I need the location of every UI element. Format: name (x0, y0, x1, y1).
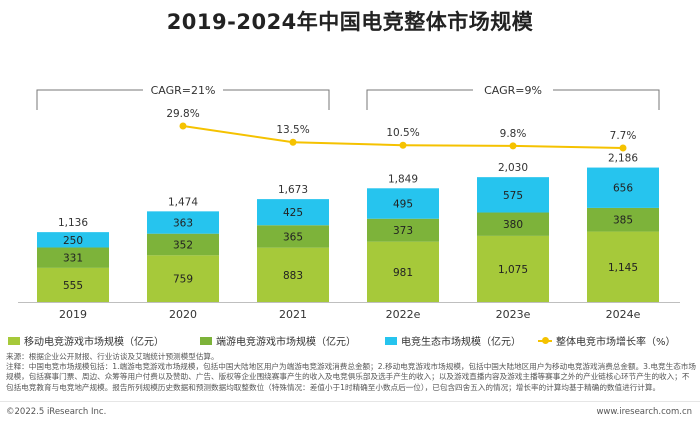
bar-segment-2020-s2 (147, 211, 219, 234)
growth-point-2022e (399, 141, 407, 149)
legend-item-ecosystem: 电竞生态市场规模（亿元） (385, 333, 521, 348)
footer-divider (0, 401, 700, 402)
legend-label-pc: 端游电竞游戏市场规模（亿元） (216, 337, 356, 348)
legend-label-ecosystem: 电竞生态市场规模（亿元） (401, 337, 521, 348)
bar-segment-2024e-s2 (587, 167, 659, 208)
cagr-bracket-0 (36, 89, 330, 110)
bar-segment-2021-s0 (257, 247, 329, 302)
legend-item-growth: 整体电竞市场增长率（%） (538, 333, 676, 348)
x-tick-label-2023e: 2023e (496, 308, 531, 321)
bar-segment-2022e-s1 (367, 218, 439, 242)
bar-value-label-2020-s1: 352 (173, 239, 193, 251)
bar-segment-2019-s2 (37, 232, 109, 248)
bar-total-label-2024e: 2,186 (608, 153, 638, 165)
bar-value-label-2022e-s2: 495 (393, 199, 413, 211)
x-tick-label-2019: 2019 (59, 308, 87, 321)
bar-total-label-2023e: 2,030 (498, 162, 528, 174)
cagr-label-1: CAGR=9% (484, 84, 542, 97)
cagr-bracket-1 (366, 89, 660, 110)
cagr-label-0: CAGR=21% (151, 84, 216, 97)
bar-segment-2020-s1 (147, 233, 219, 256)
legend-label-mobile: 移动电竞游戏市场规模（亿元） (24, 337, 164, 348)
bar-segment-2024e-s0 (587, 231, 659, 302)
chart-title: 2019-2024年中国电竞整体市场规模 (166, 10, 534, 34)
x-tick-label-2020: 2020 (169, 308, 197, 321)
bar-value-label-2024e-s2: 656 (613, 183, 633, 195)
bar-total-label-2022e: 1,849 (388, 173, 418, 185)
growth-point-2024e (619, 144, 627, 152)
bar-segment-2022e-s2 (367, 188, 439, 219)
bar-value-label-2022e-s0: 981 (393, 267, 413, 279)
legend-swatch-ecosystem (385, 336, 397, 345)
bar-segment-2023e-s1 (477, 212, 549, 236)
growth-point-2020 (179, 122, 187, 130)
legend-swatch-mobile (8, 336, 20, 345)
copyright: ©2022.5 iResearch Inc. (6, 407, 107, 417)
bar-value-label-2020-s2: 363 (173, 218, 193, 230)
bar-value-label-2024e-s0: 1,145 (608, 262, 638, 274)
bar-total-label-2019: 1,136 (58, 217, 88, 229)
bar-value-label-2019-s0: 555 (63, 280, 83, 292)
bar-segment-2021-s2 (257, 199, 329, 226)
legend: 移动电竞游戏市场规模（亿元） 端游电竞游戏市场规模（亿元） 电竞生态市场规模（亿… (0, 333, 700, 349)
bar-segment-2024e-s1 (587, 207, 659, 232)
site-url: www.iresearch.com.cn (596, 407, 692, 417)
bar-value-label-2019-s1: 331 (63, 253, 83, 265)
bar-value-label-2023e-s0: 1,075 (498, 264, 528, 276)
bar-segment-2021-s1 (257, 225, 329, 248)
x-tick-label-2021: 2021 (279, 308, 307, 321)
x-tick-label-2024e: 2024e (606, 308, 641, 321)
growth-label-2020: 29.8% (166, 108, 199, 120)
bar-value-label-2021-s2: 425 (283, 207, 303, 219)
bar-segment-2023e-s0 (477, 235, 549, 302)
x-tick-label-2022e: 2022e (386, 308, 421, 321)
growth-label-2021: 13.5% (276, 124, 309, 136)
bar-segment-2023e-s2 (477, 177, 549, 213)
bar-segment-2019-s0 (37, 267, 109, 302)
legend-swatch-pc (200, 336, 212, 345)
legend-label-growth: 整体电竞市场增长率（%） (556, 337, 676, 348)
bar-value-label-2021-s1: 365 (283, 231, 303, 243)
growth-label-2024e: 7.7% (610, 130, 637, 142)
notes: 来源：根据企业公开财报、行业访谈及艾瑞统计预测模型估算。 注释：中国电竞市场规模… (6, 352, 696, 393)
annotation-note: 注释：中国电竞市场规模包括：1.端游电竞游戏市场规模，包括中国大陆地区用户为端游… (6, 362, 696, 392)
growth-point-2021 (289, 138, 297, 146)
bar-value-label-2023e-s2: 575 (503, 190, 523, 202)
growth-label-2022e: 10.5% (386, 127, 419, 139)
stacked-bar-chart: 555 331 250 1,136 2019 759 352 363 1,474 2020 883 3… (18, 84, 680, 321)
legend-item-mobile: 移动电竞游戏市场规模（亿元） (8, 333, 164, 348)
bar-value-label-2023e-s1: 380 (503, 219, 523, 231)
bar-value-label-2019-s2: 250 (63, 235, 83, 247)
bar-value-label-2022e-s1: 373 (393, 225, 413, 237)
legend-item-pc: 端游电竞游戏市场规模（亿元） (200, 333, 356, 348)
source-note: 来源：根据企业公开财报、行业访谈及艾瑞统计预测模型估算。 (6, 352, 219, 361)
bar-segment-2020-s0 (147, 255, 219, 302)
bar-total-label-2021: 1,673 (278, 184, 308, 196)
bar-value-label-2021-s0: 883 (283, 270, 303, 282)
bar-total-label-2020: 1,474 (168, 196, 198, 208)
bar-segment-2022e-s0 (367, 241, 439, 302)
bar-value-label-2020-s0: 759 (173, 274, 193, 286)
growth-point-2023e (509, 142, 517, 150)
legend-line-growth (538, 336, 552, 344)
bar-value-label-2024e-s1: 385 (613, 215, 633, 227)
growth-label-2023e: 9.8% (500, 128, 527, 140)
bar-segment-2019-s1 (37, 247, 109, 268)
